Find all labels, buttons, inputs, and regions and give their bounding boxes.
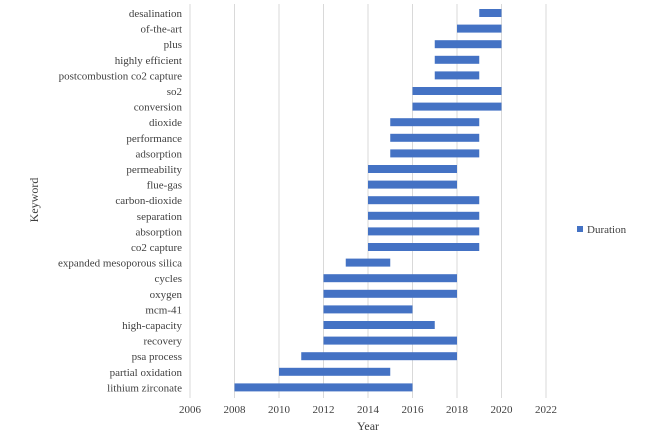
bar-mcm-41 [323, 305, 413, 314]
category-label: highly efficient [115, 55, 182, 67]
bar-performance [390, 133, 480, 142]
x-tick-label: 2020 [491, 404, 514, 416]
x-axis-title: Year [357, 419, 379, 433]
category-label: high-capacity [122, 320, 182, 332]
category-label: flue-gas [147, 180, 182, 192]
bar-oxygen [323, 289, 457, 298]
category-label: lithium zirconate [107, 382, 182, 394]
category-label: co2 capture [131, 242, 182, 254]
bar-cycles [323, 274, 457, 283]
bar-separation [368, 211, 480, 220]
bar-postcombustion-co2-capture [434, 71, 480, 80]
bar-layer [234, 9, 502, 392]
category-label: of-the-art [140, 24, 182, 36]
x-tick-label: 2006 [179, 404, 202, 416]
x-tick-label: 2010 [268, 404, 291, 416]
category-label: expanded mesoporous silica [58, 258, 182, 270]
bar-co2-capture [368, 243, 480, 251]
category-label: postcombustion co2 capture [59, 70, 183, 82]
bar-absorption [368, 227, 480, 236]
category-label: desalination [129, 8, 183, 20]
legend-swatch [577, 226, 583, 232]
category-label: plus [164, 39, 182, 51]
category-label: separation [137, 211, 183, 223]
category-label: absorption [136, 226, 183, 238]
bar-recovery [323, 336, 457, 345]
x-tick-label: 2018 [446, 404, 469, 416]
category-label: performance [126, 133, 182, 145]
category-label: permeability [126, 164, 182, 176]
category-label: conversion [134, 102, 183, 114]
category-label: carbon-dioxide [115, 195, 182, 207]
category-label: so2 [167, 86, 182, 98]
bar-adsorption [390, 149, 480, 158]
category-label: partial oxidation [110, 367, 183, 379]
category-label: oxygen [150, 289, 183, 301]
category-label: recovery [144, 336, 183, 348]
bar-of-the-art [457, 24, 502, 33]
x-tick-label: 2012 [313, 404, 335, 416]
category-label: cycles [155, 273, 182, 285]
bar-conversion [412, 102, 502, 111]
category-labels: desalination of-the-art plus highly efficie… [58, 8, 183, 394]
x-tick-labels: 2006 2008 2010 2012 2014 2016 2018 2020 2022 [179, 404, 557, 416]
x-tick-label: 2022 [535, 404, 557, 416]
bar-desalination [479, 9, 502, 17]
bar-flue-gas [368, 180, 457, 189]
bar-dioxide [390, 118, 480, 127]
legend-label: Duration [587, 224, 627, 236]
category-label: psa process [132, 351, 182, 363]
bar-lithium-zirconate [234, 383, 413, 392]
bar-carbon-dioxide [368, 196, 480, 205]
x-tick-label: 2016 [402, 404, 425, 416]
bar-psa-process [301, 352, 457, 361]
bar-highly-efficient [434, 55, 480, 64]
bar-expanded-mesoporous-silica [345, 258, 391, 267]
legend: Duration [577, 224, 627, 236]
bar-so2 [412, 87, 502, 95]
y-axis-title: Keyword [27, 178, 41, 223]
category-label: adsorption [136, 148, 183, 160]
bar-high-capacity [323, 321, 435, 329]
bar-plus [434, 40, 502, 49]
x-tick-label: 2008 [224, 404, 247, 416]
x-tick-label: 2014 [357, 404, 380, 416]
category-label: mcm-41 [145, 304, 182, 316]
category-label: dioxide [149, 117, 182, 129]
bar-partial-oxidation [279, 367, 391, 376]
bar-permeability [368, 165, 457, 173]
